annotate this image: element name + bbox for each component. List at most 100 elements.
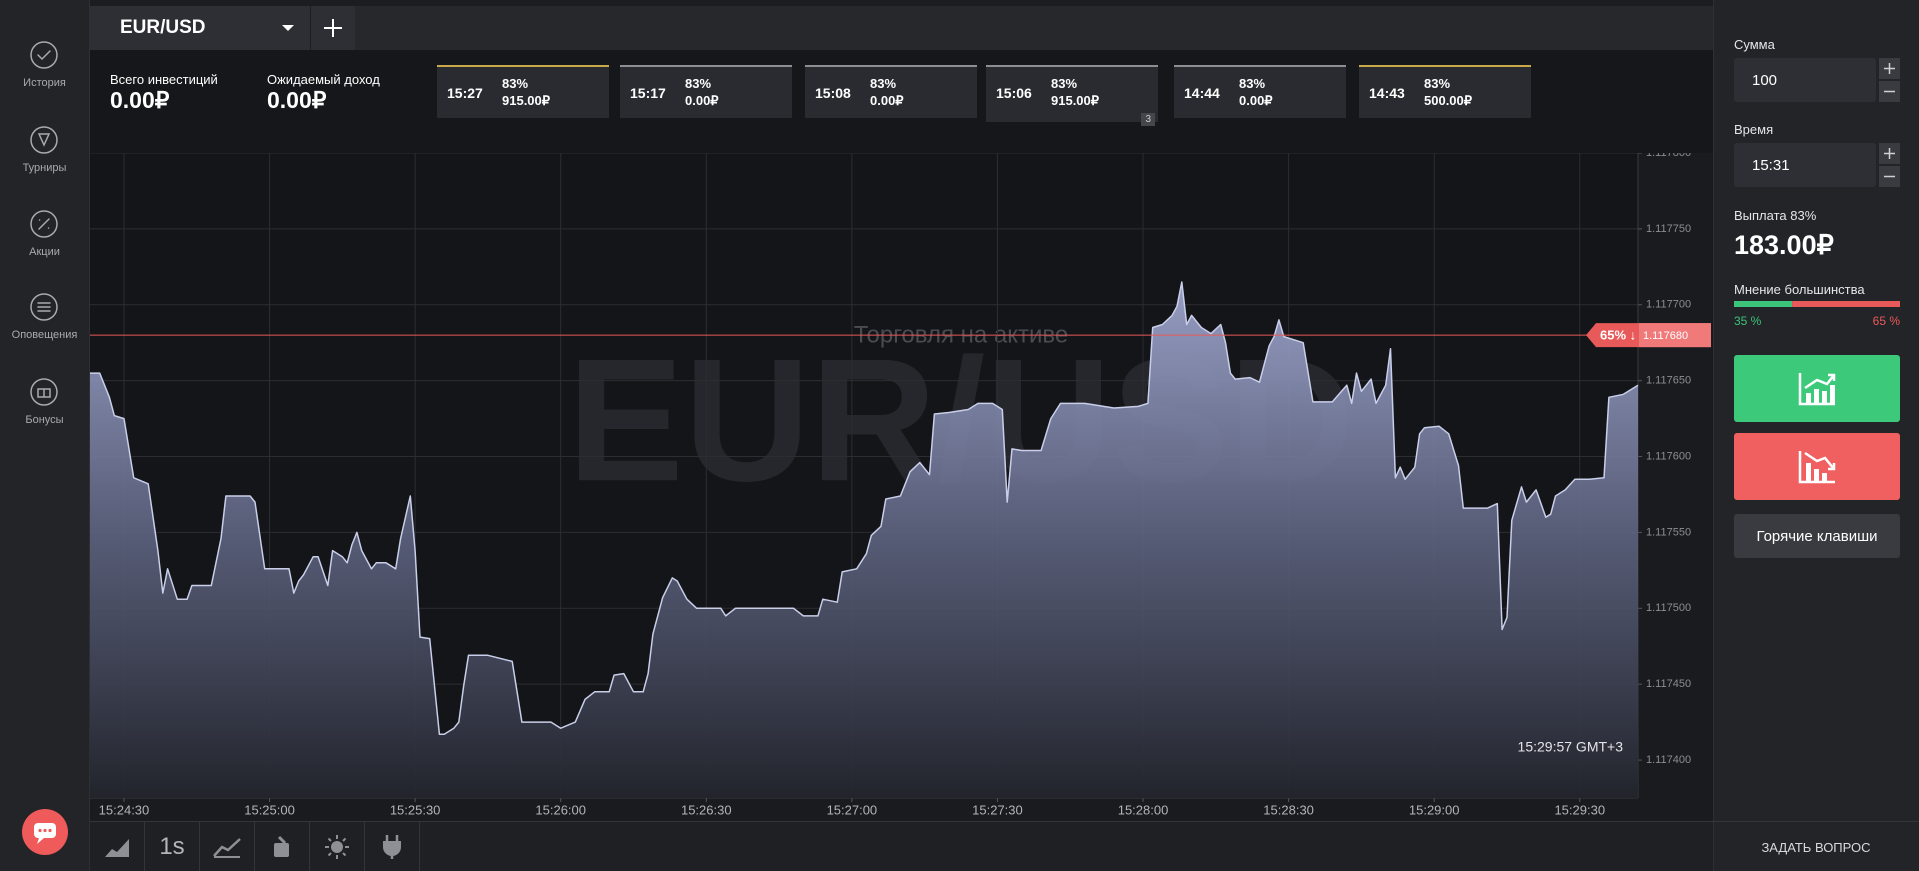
price-line — [90, 281, 1639, 736]
x-tick-label: 15:24:30 — [99, 802, 150, 817]
call-button[interactable] — [1734, 355, 1900, 422]
time-stepper[interactable] — [1879, 143, 1900, 187]
period-button[interactable]: 1s — [145, 822, 200, 871]
clock: 15:29:57 GMT+3 — [1518, 739, 1624, 755]
majority-bar: 35 % 65 % — [1734, 301, 1900, 328]
trade-card[interactable]: 15:17 83% 0.00₽ — [620, 65, 792, 118]
sidebar-label: Оповещения — [11, 329, 78, 341]
sidebar-icon[interactable] — [29, 292, 59, 322]
reference-tag-label: 65% ↓ — [1600, 328, 1636, 343]
trade-amount: 915.00₽ — [502, 93, 551, 108]
trade-card[interactable]: 15:08 83% 0.00₽ — [805, 65, 977, 118]
indicators-button[interactable] — [200, 822, 255, 871]
x-tick-label: 15:26:00 — [535, 802, 586, 817]
trade-time: 15:27 — [447, 85, 483, 101]
icon-glyph — [37, 388, 51, 398]
icon-ring — [30, 126, 58, 154]
summary-value: 0.00₽ — [267, 87, 327, 113]
majority-segment — [1734, 301, 1793, 307]
y-tick-label: 1.117700 — [1646, 299, 1691, 311]
icon-ring — [30, 293, 58, 321]
sidebar-label: История — [23, 77, 66, 89]
hotkeys-button[interactable]: Горячие клавиши — [1734, 514, 1900, 558]
drawing-button[interactable] — [255, 822, 310, 871]
summary-label: Ожидаемый доход — [267, 72, 380, 87]
trade-amount: 915.00₽ — [1051, 93, 1100, 108]
y-tick-label: 1.117450 — [1646, 678, 1691, 690]
trade-amount: 500.00₽ — [1424, 93, 1473, 108]
y-tick-label: 1.117600 — [1646, 450, 1691, 462]
axis-background — [90, 798, 1638, 822]
y-tick-label: 1.117400 — [1646, 754, 1691, 766]
summary-value: 0.00₽ — [110, 87, 170, 113]
sidebar-label: Акции — [29, 246, 60, 258]
trade-amount: 0.00₽ — [870, 93, 904, 108]
trade-time: 15:17 — [630, 85, 666, 101]
trade-time: 14:43 — [1369, 85, 1405, 101]
majority-label: 65 % — [1873, 314, 1900, 328]
trade-payout: 83% — [870, 76, 897, 91]
sidebar-icon[interactable] — [29, 125, 59, 155]
sidebar-label: Бонусы — [25, 414, 64, 426]
y-tick-label: 1.117800 — [1646, 153, 1691, 159]
add-tab-button[interactable] — [311, 6, 355, 50]
sidebar-icon[interactable] — [29, 40, 59, 70]
theme-button[interactable] — [310, 822, 365, 871]
trade-card[interactable]: 15:27 83% 915.00₽ — [437, 65, 609, 118]
majority-segment — [1792, 301, 1900, 307]
sidebar-label: Турниры — [22, 162, 67, 174]
x-tick-label: 15:25:30 — [390, 802, 441, 817]
plugins-button[interactable] — [365, 822, 420, 871]
chat-button[interactable] — [22, 809, 68, 855]
trade-time: 15:08 — [815, 85, 851, 101]
toolbar — [90, 821, 1713, 871]
payout-value: 183.00₽ — [1734, 230, 1834, 260]
y-tick-label: 1.117550 — [1646, 526, 1691, 538]
dropdown-icon[interactable] — [281, 24, 295, 32]
asset-tab[interactable] — [90, 6, 311, 50]
x-tick-label: 15:25:00 — [244, 802, 295, 817]
put-button[interactable] — [1734, 433, 1900, 500]
x-tick-label: 15:29:00 — [1409, 802, 1460, 817]
time-input[interactable]: 15:31 — [1734, 143, 1876, 187]
y-tick-label: 1.117500 — [1646, 602, 1691, 614]
trade-card[interactable]: 14:43 83% 500.00₽ — [1359, 65, 1531, 118]
x-tick-label: 15:29:30 — [1554, 802, 1605, 817]
price-chart: Торговля на активе EUR/USD 1.1174001.117… — [90, 153, 1713, 822]
trade-payout: 83% — [1239, 76, 1266, 91]
ask-question-button[interactable]: ЗАДАТЬ ВОПРОС — [1713, 821, 1919, 871]
x-tick-label: 15:28:00 — [1118, 802, 1169, 817]
trade-time: 14:44 — [1184, 85, 1220, 101]
payout-label: Выплата 83% — [1734, 208, 1817, 223]
tab-bar — [90, 6, 1713, 50]
trade-card[interactable]: 14:44 83% 0.00₽ — [1174, 65, 1346, 118]
sidebar-icon[interactable] — [29, 377, 59, 407]
x-tick-label: 15:28:30 — [1263, 802, 1314, 817]
majority-label: 35 % — [1734, 314, 1762, 328]
y-tick-label: 1.117650 — [1646, 375, 1691, 387]
trade-payout: 83% — [1051, 76, 1078, 91]
trade-amount: 0.00₽ — [1239, 93, 1273, 108]
x-tick-label: 15:26:30 — [681, 802, 732, 817]
amount-stepper[interactable] — [1879, 58, 1900, 102]
trade-payout: 83% — [502, 76, 529, 91]
x-tick-label: 15:27:30 — [972, 802, 1023, 817]
majority-title: Мнение большинства — [1734, 282, 1865, 297]
reference-price-label: 1.117680 — [1643, 330, 1688, 342]
icon-ring — [30, 41, 58, 69]
y-tick-label: 1.117750 — [1646, 223, 1691, 235]
x-tick-label: 15:27:00 — [827, 802, 878, 817]
trade-card[interactable]: 15:06 83% 915.00₽ 3 — [986, 65, 1158, 126]
time-label: Время — [1734, 122, 1774, 137]
icon-glyph — [37, 133, 51, 147]
chart-type-button[interactable] — [90, 822, 145, 871]
sidebar: История Турниры Акции Оповещения Бонусы — [0, 0, 90, 871]
axis-background — [1638, 153, 1713, 822]
sidebar-icon[interactable] — [29, 209, 59, 239]
icon-ring — [30, 378, 58, 406]
icon-glyph — [37, 50, 51, 61]
reference-price-bg — [1639, 323, 1711, 348]
asset-name: EUR/USD — [120, 17, 206, 38]
amount-input[interactable]: 100 — [1734, 58, 1876, 102]
